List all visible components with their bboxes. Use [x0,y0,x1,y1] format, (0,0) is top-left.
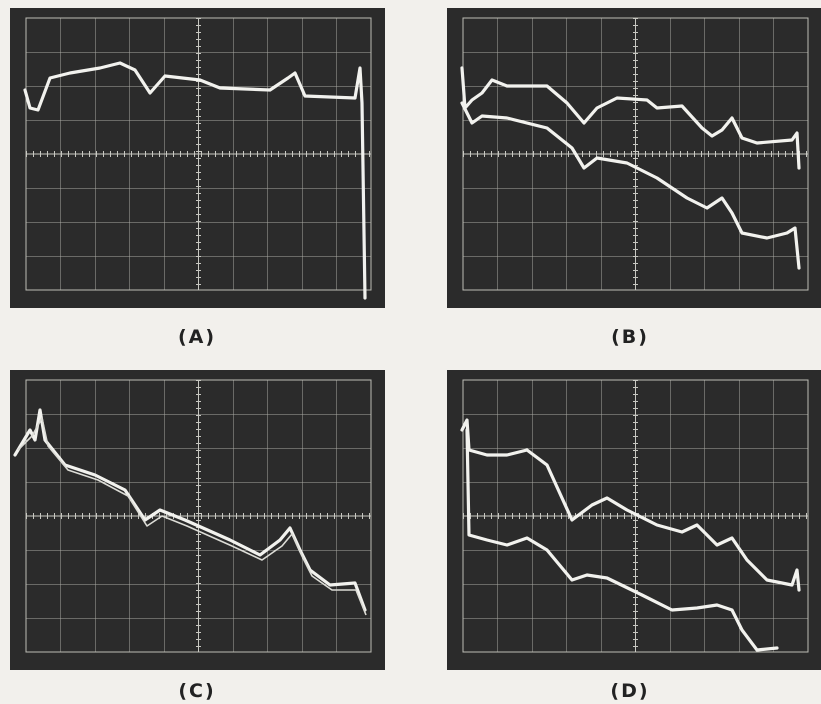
panel-label: (C) [178,680,215,702]
trace [460,66,801,170]
panel-label: (D) [610,680,649,702]
panel-label: (B) [611,326,649,348]
trace [460,101,801,270]
trace [465,428,779,652]
panel-d [447,370,821,670]
panel-c [10,370,385,670]
panel-label: (A) [178,326,216,348]
panel-b [447,8,821,308]
trace [17,417,367,616]
trace [460,418,801,592]
panel-a [10,8,385,308]
trace [23,61,367,300]
trace [13,408,367,612]
